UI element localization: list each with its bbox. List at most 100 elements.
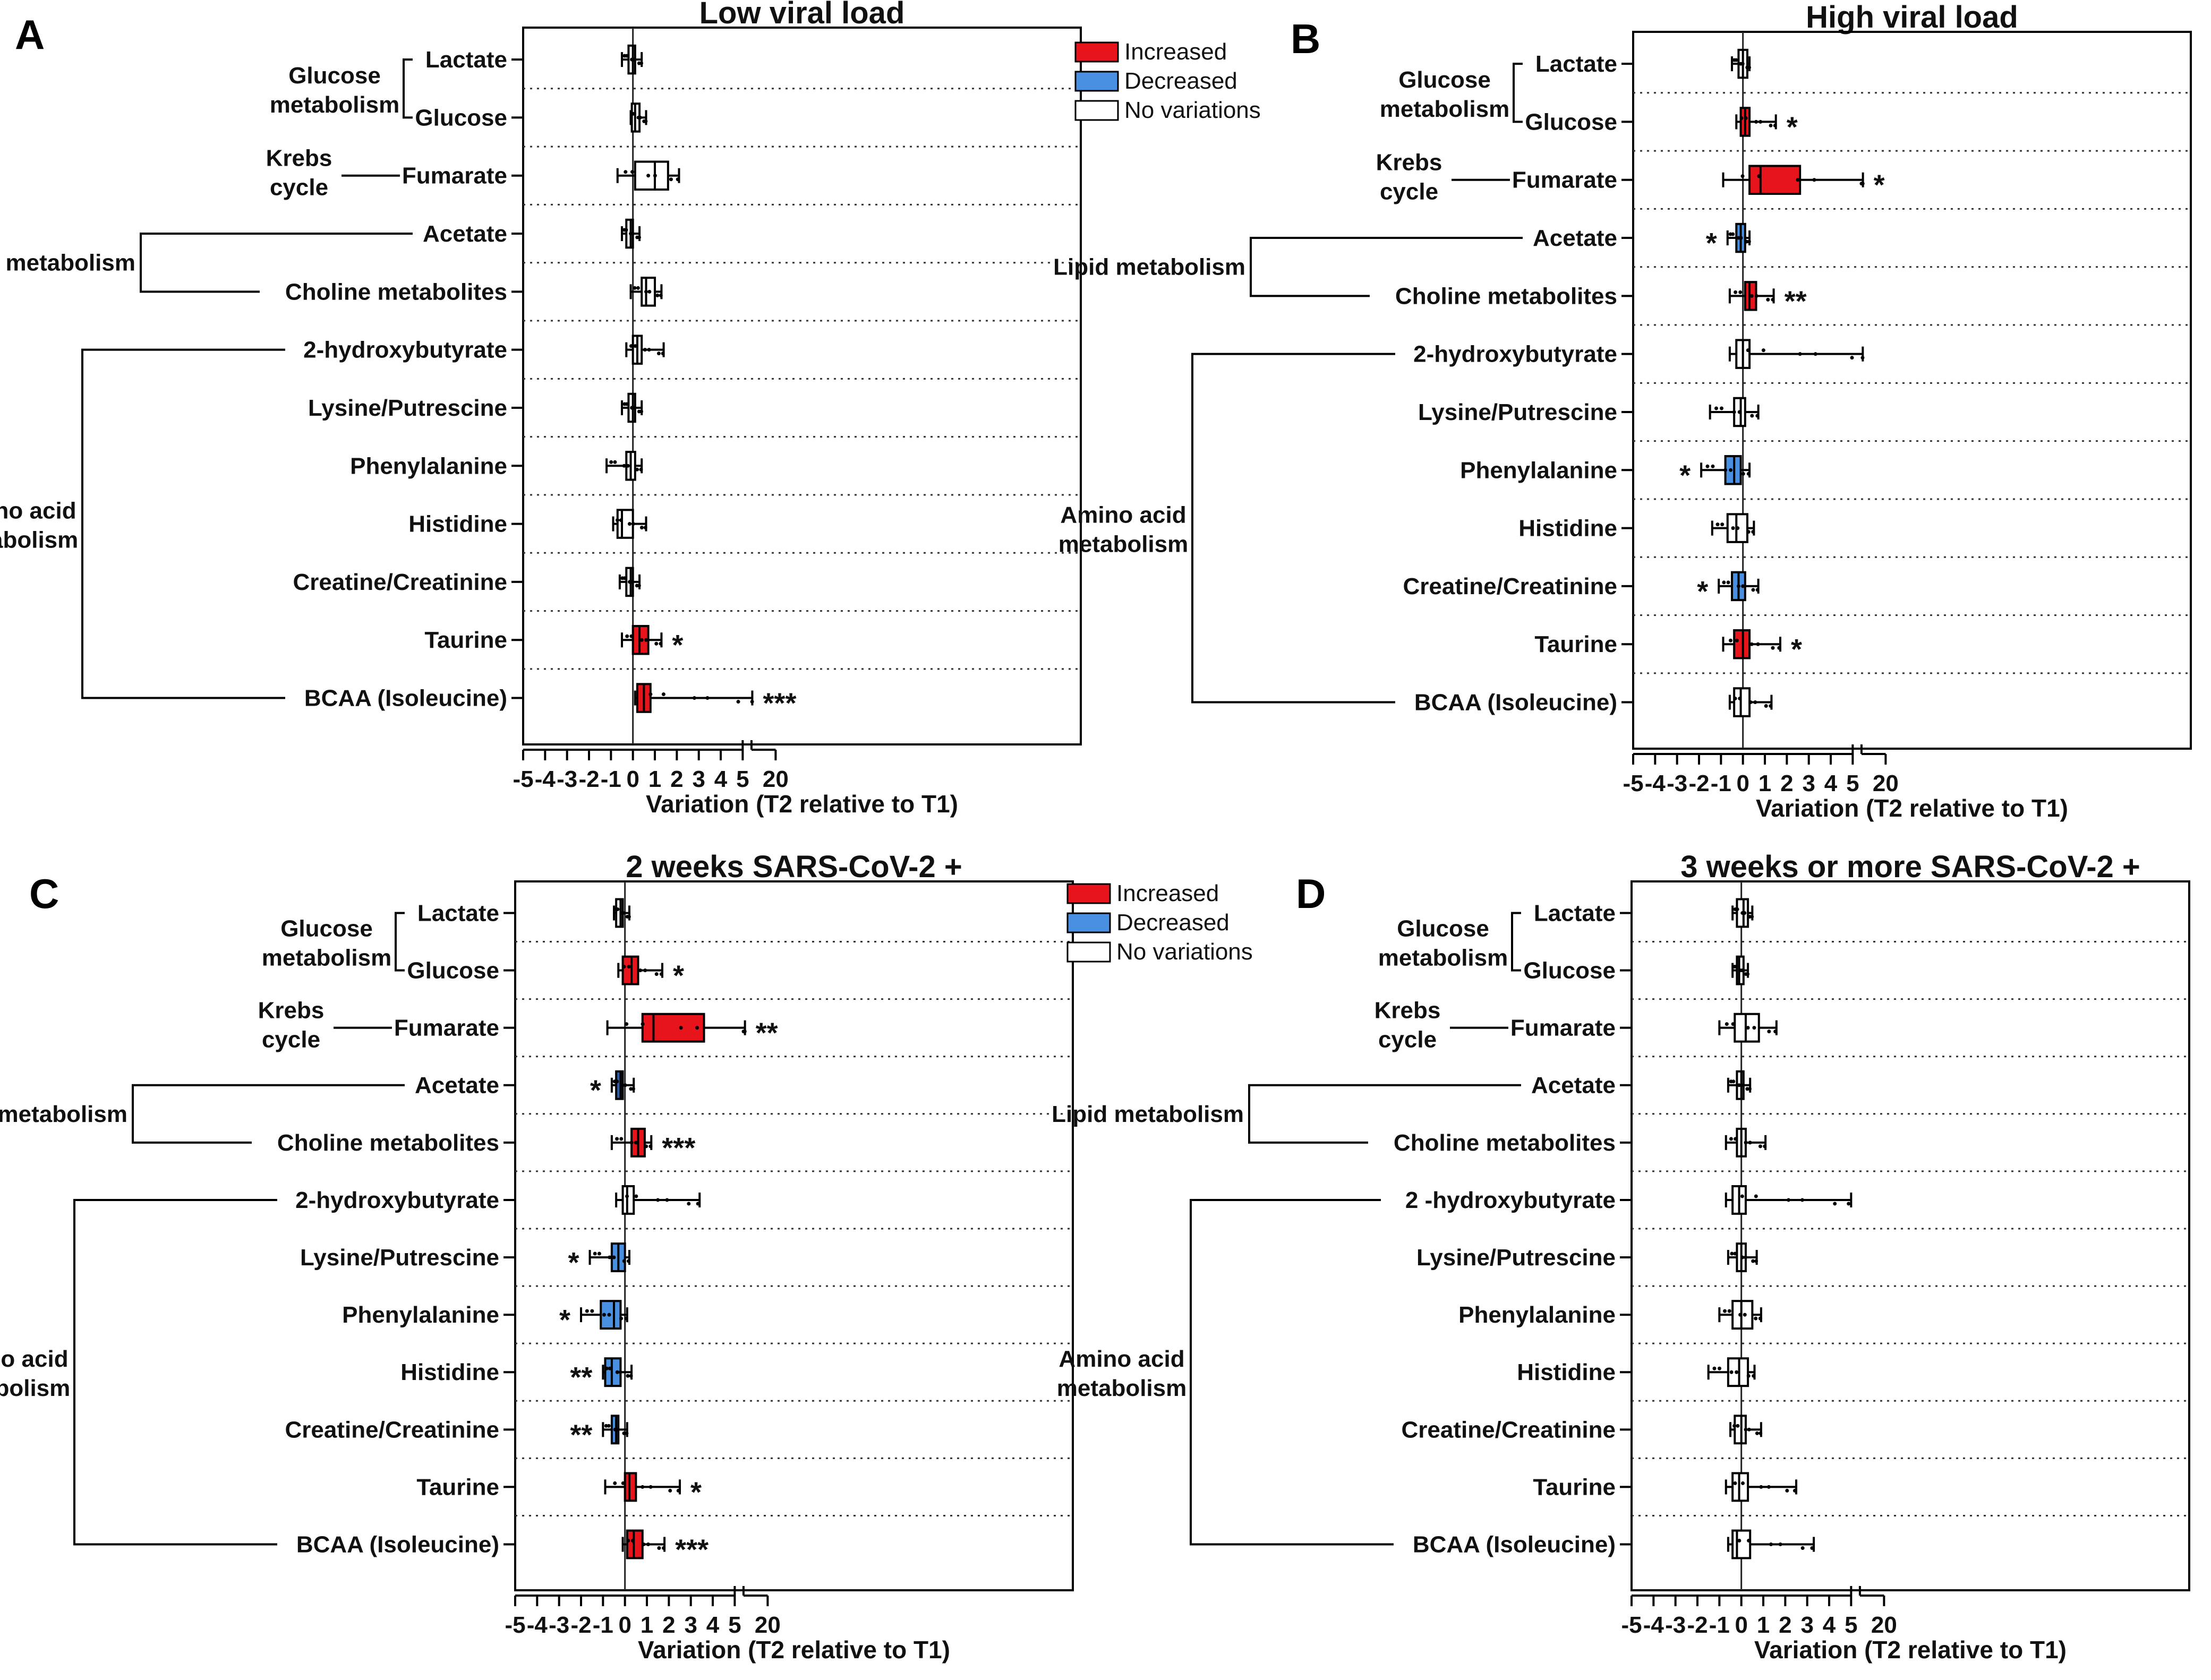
data-point — [1730, 1252, 1734, 1256]
x-tick-label: 20 — [755, 1612, 781, 1638]
group-bracket — [1250, 237, 1523, 297]
data-point — [661, 692, 665, 697]
data-point — [1736, 1424, 1740, 1428]
metabolite-label: Glucose — [415, 105, 507, 131]
data-point — [1769, 123, 1773, 127]
data-point — [1778, 1542, 1782, 1547]
data-point — [642, 1542, 646, 1547]
data-point — [602, 1313, 606, 1317]
group-label: Glucose — [280, 916, 373, 942]
data-point — [1743, 911, 1747, 915]
data-point — [1758, 1431, 1763, 1435]
data-point — [590, 1309, 594, 1313]
data-point — [654, 641, 659, 646]
metabolite-label: Histidine — [1517, 1359, 1616, 1385]
data-point — [633, 286, 637, 290]
data-point — [695, 1026, 699, 1030]
data-point — [668, 1488, 672, 1493]
data-point — [625, 1022, 629, 1026]
group-label: Glucose — [1397, 916, 1489, 942]
metabolite-label: Lactate — [1535, 51, 1617, 77]
data-point — [637, 235, 641, 239]
metabolite-label: Fumarate — [1512, 167, 1617, 193]
data-point — [1741, 472, 1745, 476]
metabolite-label: Taurine — [424, 627, 507, 653]
metabolite-label: Lactate — [425, 47, 507, 73]
data-point — [644, 289, 648, 294]
data-point — [1754, 294, 1758, 298]
data-point — [637, 584, 641, 588]
data-point — [1812, 178, 1816, 182]
metabolite-label: Acetate — [1533, 225, 1617, 251]
data-point — [1723, 468, 1728, 472]
data-point — [1749, 642, 1754, 646]
box — [1726, 513, 1748, 543]
significance-mark: * — [1787, 111, 1798, 143]
metabolite-label: 2 -hydroxybutyrate — [1405, 1187, 1616, 1213]
group-label: metabolism — [0, 1375, 70, 1401]
x-tick-label: 4 — [1823, 1612, 1836, 1638]
group-label: Lipid metabolism — [0, 250, 135, 276]
data-point — [648, 692, 653, 697]
data-point — [1785, 1488, 1789, 1493]
metabolite-label: BCAA (Isoleucine) — [1414, 690, 1617, 716]
data-point — [1728, 638, 1732, 642]
metabolite-label: Creatine/Creatinine — [293, 569, 507, 595]
data-point — [1734, 290, 1738, 294]
data-point — [630, 580, 634, 584]
metabolite-label: Acetate — [415, 1073, 499, 1099]
metabolite-label: 2-hydroxybutyrate — [1413, 341, 1617, 367]
box — [1731, 1300, 1754, 1330]
data-point — [669, 177, 673, 182]
significance-mark: *** — [662, 1132, 695, 1164]
data-point — [613, 1427, 617, 1432]
data-point — [624, 228, 628, 232]
data-point — [1773, 1030, 1778, 1034]
data-point — [1771, 646, 1775, 650]
data-point — [659, 972, 663, 976]
group-label: Glucose — [288, 63, 381, 89]
significance-mark: * — [1697, 576, 1708, 607]
data-point — [1767, 1030, 1771, 1034]
significance-mark: * — [1874, 169, 1885, 201]
group-label: Glucose — [1398, 67, 1491, 93]
data-point — [632, 57, 636, 62]
legend-label: No variations — [1116, 939, 1253, 965]
data-point — [619, 518, 623, 522]
data-point — [1741, 584, 1745, 588]
data-point — [643, 526, 647, 530]
significance-mark: ** — [570, 1361, 592, 1393]
data-point — [1731, 526, 1735, 530]
data-point — [626, 1374, 630, 1378]
data-point — [1738, 290, 1743, 294]
group-label: Amino acid — [0, 1346, 69, 1372]
x-tick-label: 20 — [1873, 770, 1899, 796]
panel-D: D 3 weeks or more SARS-CoV-2 + Lactate Gluc… — [1052, 850, 2190, 1664]
data-point — [1758, 119, 1763, 124]
data-point — [636, 286, 640, 290]
group-label: metabolism — [0, 527, 78, 553]
data-point — [629, 1141, 634, 1145]
group-label: cycle — [1380, 179, 1438, 205]
data-point — [621, 911, 626, 915]
x-tick-label: -4 — [1643, 1612, 1664, 1638]
data-point — [623, 1083, 627, 1087]
data-point — [643, 348, 647, 352]
data-point — [1751, 588, 1755, 592]
group-bracket — [73, 1198, 277, 1546]
x-tick-label: -1 — [593, 1612, 613, 1638]
data-point — [641, 1485, 645, 1489]
legend-label: Increased — [1116, 880, 1219, 906]
legend-swatch — [1074, 100, 1119, 121]
x-tick-label: 0 — [626, 766, 639, 792]
data-point — [648, 1144, 653, 1148]
data-point — [1741, 1481, 1745, 1485]
data-point — [1796, 178, 1800, 182]
group-label: cycle — [270, 175, 328, 201]
data-point — [1740, 174, 1745, 178]
box — [641, 1013, 705, 1043]
data-point — [1743, 1313, 1747, 1317]
x-tick-label: -3 — [557, 766, 577, 792]
data-point — [608, 1366, 612, 1370]
group-label: metabolism — [262, 945, 392, 971]
